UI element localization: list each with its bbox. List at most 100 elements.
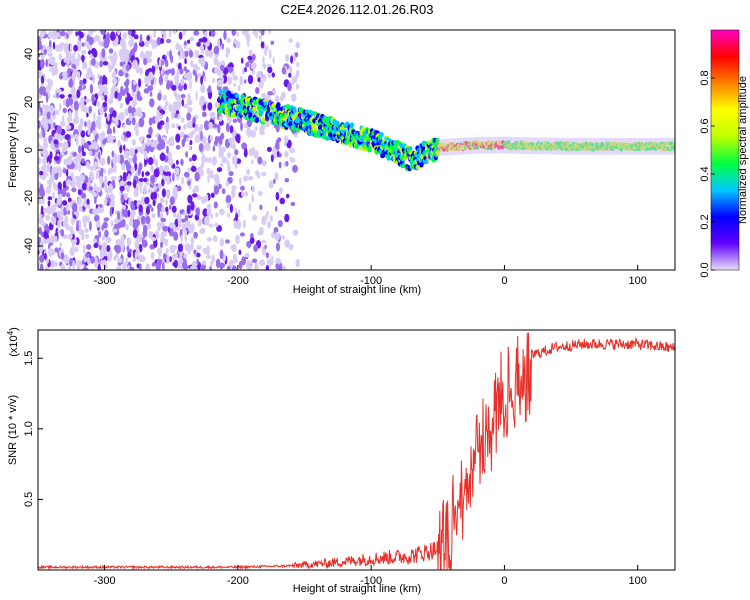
spectrogram-signal-mark <box>435 150 440 156</box>
spectrogram-noise-mark <box>92 208 99 216</box>
spectrogram-noise-mark <box>38 217 44 222</box>
spectrogram-noise-mark <box>208 223 214 228</box>
spectrogram-noise-mark <box>70 86 76 95</box>
spectrogram-band-mark <box>642 138 645 155</box>
spectrogram-noise-mark <box>157 208 160 218</box>
spectrogram-band-mark <box>653 138 656 155</box>
spectrogram-noise-mark <box>252 258 258 264</box>
spectrogram-noise-mark <box>190 130 196 136</box>
spectrogram-band-mark <box>640 138 643 155</box>
spectrogram-band-mark <box>520 137 523 154</box>
spectrogram-noise-mark <box>200 130 203 141</box>
spectrogram-band-mark <box>610 138 613 155</box>
spectrogram-noise-mark <box>104 175 108 184</box>
spectrogram-noise-mark <box>128 112 133 122</box>
spectrogram-noise-mark <box>41 30 46 37</box>
spectrogram-noise-mark <box>150 192 155 201</box>
spectrogram-noise-mark <box>248 49 253 57</box>
colorbar-label: Normalized spectral amplitude <box>737 76 749 224</box>
spectrogram-noise-mark <box>241 256 247 266</box>
spectrogram-noise-mark <box>131 36 134 42</box>
spectrogram-noise-mark <box>189 80 192 90</box>
spectrogram-noise-mark <box>247 55 253 61</box>
spectrogram-noise-mark <box>166 145 169 154</box>
spectrogram-band-mark <box>666 138 669 155</box>
spectrogram-band-mark <box>600 138 603 155</box>
spectrogram-noise-mark <box>67 97 74 106</box>
spectrogram-noise-mark <box>190 60 194 68</box>
spectrogram-noise-mark <box>272 147 277 156</box>
spectrogram-noise-mark <box>183 211 187 216</box>
spectrogram-noise-mark <box>66 116 73 123</box>
spectrogram-noise-mark <box>170 68 175 76</box>
spectrogram-noise-mark <box>74 70 79 76</box>
spectrogram-noise-mark <box>186 71 193 82</box>
spectrogram-noise-mark <box>203 120 210 131</box>
spectrogram-x-tick-label: -300 <box>94 275 116 287</box>
spectrogram-noise-mark <box>151 65 156 74</box>
spectrogram-noise-mark <box>74 109 79 120</box>
spectrogram-noise-mark <box>162 225 169 232</box>
spectrogram-band-mark <box>540 137 543 155</box>
spectrogram-noise-mark <box>183 123 187 130</box>
spectrogram-noise-mark <box>214 222 219 228</box>
spectrogram-band-mark <box>637 138 640 155</box>
spectrogram-noise-mark <box>187 39 191 44</box>
spectrogram-noise-mark <box>234 220 239 228</box>
spectrogram-noise-mark <box>70 58 75 65</box>
spectrogram-noise-mark <box>247 38 250 48</box>
spectrogram-noise-mark <box>79 79 83 86</box>
spectrogram-noise-mark <box>43 136 48 143</box>
spectrogram-band-mark <box>628 138 631 155</box>
spectrogram-noise-mark <box>155 158 158 169</box>
spectrogram-noise-mark <box>194 66 199 72</box>
spectrogram-noise-mark <box>70 104 74 111</box>
spectrogram-noise-mark <box>38 111 41 116</box>
spectrogram-band-mark <box>636 138 639 155</box>
spectrogram-noise-mark <box>256 70 263 80</box>
spectrogram-noise-mark <box>82 61 88 70</box>
spectrogram-noise-mark <box>107 197 111 203</box>
spectrogram-noise-mark <box>250 129 257 138</box>
spectrogram-band-mark <box>495 136 498 154</box>
spectrogram-noise-mark <box>190 222 195 233</box>
spectrogram-noise-mark <box>200 264 206 270</box>
spectrogram-noise-mark <box>148 117 153 126</box>
spectrogram-noise-mark <box>199 45 205 51</box>
spectrogram-noise-mark <box>125 257 129 266</box>
spectrogram-noise-mark <box>94 134 98 143</box>
snr-y-label: SNR (10 * v/v) <box>7 395 19 465</box>
spectrogram-noise-mark <box>61 205 65 210</box>
spectrogram-band-mark <box>599 138 602 155</box>
spectrogram-noise-mark <box>99 132 106 137</box>
spectrogram-noise-mark <box>46 185 51 195</box>
spectrogram-noise-mark <box>201 154 206 164</box>
spectrogram-noise-mark <box>97 151 101 160</box>
spectrogram-noise-mark <box>112 110 117 118</box>
spectrogram-noise-mark <box>294 52 299 58</box>
spectrogram-noise-mark <box>128 39 135 48</box>
spectrogram-noise-mark <box>293 56 297 61</box>
spectrogram-noise-mark <box>73 100 79 111</box>
spectrogram-noise-mark <box>184 243 190 252</box>
spectrogram-noise-mark <box>127 157 133 163</box>
spectrogram-noise-mark <box>146 139 150 147</box>
spectrogram-noise-mark <box>75 179 82 186</box>
spectrogram-noise-mark <box>284 178 290 183</box>
spectrogram-noise-mark <box>101 235 106 241</box>
spectrogram-noise-mark <box>182 30 187 36</box>
spectrogram-noise-mark <box>229 125 234 134</box>
spectrogram-noise-mark <box>155 261 161 270</box>
spectrogram-noise-mark <box>129 211 135 220</box>
spectrogram-noise-mark <box>57 219 61 229</box>
spectrogram-noise-mark <box>52 181 57 190</box>
spectrogram-noise-mark <box>212 235 218 242</box>
spectrogram-noise-mark <box>61 200 68 206</box>
spectrogram-noise-mark <box>295 69 300 78</box>
spectrogram-noise-mark <box>139 184 142 194</box>
spectrogram-noise-mark <box>232 143 236 151</box>
spectrogram-noise-mark <box>94 197 97 205</box>
spectrogram-noise-mark <box>101 259 107 268</box>
spectrogram-noise-mark <box>80 174 86 182</box>
spectrogram-noise-mark <box>107 63 111 68</box>
